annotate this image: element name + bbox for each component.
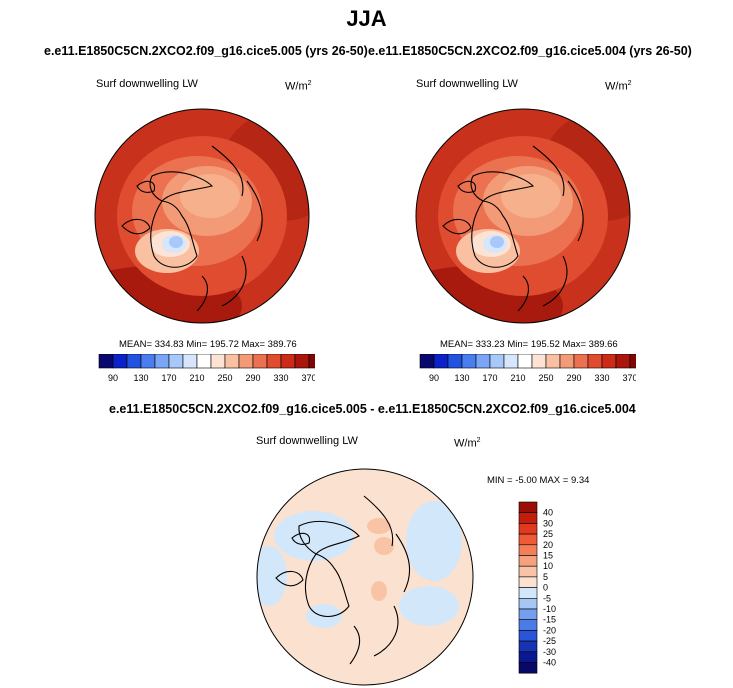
diff-colorbar-tick-label: -30 — [543, 647, 556, 657]
diff-polar-map — [256, 468, 474, 686]
left-unit-label: W/m2 — [285, 80, 312, 93]
right-colorbar-swatch — [475, 354, 491, 369]
right-colorbar-swatch — [601, 354, 617, 369]
left-colorbar-swatch — [280, 354, 296, 369]
main-title: JJA — [346, 6, 387, 31]
diff-unit-label: W/m2 — [454, 437, 481, 450]
diff-colorbar-swatch — [518, 576, 538, 588]
diff-colorbar-tick-label: -40 — [543, 658, 556, 668]
left-colorbar-tick-label: 250 — [217, 373, 232, 383]
right-colorbar-swatch — [545, 354, 561, 369]
left-colorbar-tick-label: 90 — [108, 373, 118, 383]
diff-variable-label: Surf downwelling LW — [256, 435, 358, 447]
left-colorbar-swatch — [112, 354, 128, 369]
diff-colorbar-swatch — [518, 640, 538, 653]
right-colorbar-tick-label: 370 — [622, 373, 636, 383]
diff-colorbar-swatch — [518, 619, 538, 631]
left-colorbar-swatch — [126, 354, 142, 369]
diff-colorbar-swatch — [518, 598, 538, 610]
diff-colorbar-tick-label: 5 — [543, 572, 548, 582]
diff-colorbar-swatch — [518, 533, 538, 546]
right-colorbar-swatch — [531, 354, 547, 369]
diff-colorbar-tick-label: 25 — [543, 529, 553, 539]
diff-colorbar-tick-label: 40 — [543, 508, 553, 518]
right-colorbar-swatch — [573, 354, 589, 369]
diff-colorbar-tick-label: -25 — [543, 636, 556, 646]
diff-colorbar-tick-label: -5 — [543, 593, 551, 603]
left-colorbar-swatch — [210, 354, 226, 369]
right-colorbar-swatch — [629, 354, 636, 369]
left-colorbar-tick-label: 130 — [133, 373, 148, 383]
right-colorbar-swatch — [615, 354, 631, 369]
left-colorbar-tick-label: 170 — [161, 373, 176, 383]
diff-colorbar-swatch — [518, 630, 538, 642]
diff-title: e.e11.E1850C5CN.2XCO2.f09_g16.cice5.005 … — [109, 402, 636, 416]
diff-colorbar-swatch — [518, 587, 538, 599]
left-colorbar-tick-label: 290 — [245, 373, 260, 383]
diff-colorbar-tick-label: 0 — [543, 583, 548, 593]
diff-colorbar-tick-label: 20 — [543, 540, 553, 550]
left-colorbar-swatch — [140, 354, 156, 369]
left-colorbar-tick-label: 210 — [189, 373, 204, 383]
left-colorbar-swatch — [238, 354, 254, 369]
diff-colorbar-swatch — [518, 501, 538, 513]
diff-colorbar-swatch — [518, 544, 538, 556]
left-colorbar-tick-label: 330 — [273, 373, 288, 383]
left-colorbar-swatch — [266, 354, 282, 369]
right-colorbar-tick-label: 250 — [538, 373, 553, 383]
right-colorbar-swatch — [489, 354, 505, 369]
diff-colorbar-swatch — [518, 608, 538, 620]
right-colorbar-swatch — [461, 354, 477, 369]
diff-colorbar-swatch — [518, 651, 538, 663]
left-colorbar-swatch — [252, 354, 268, 369]
right-stats: MEAN= 333.23 Min= 195.52 Max= 389.66 — [440, 339, 618, 350]
right-colorbar-swatch — [433, 354, 449, 369]
right-colorbar-swatch — [559, 354, 575, 369]
right-colorbar-tick-label: 90 — [429, 373, 439, 383]
diff-stats: MIN = -5.00 MAX = 9.34 — [487, 475, 590, 486]
diff-colorbar-swatch — [518, 565, 538, 578]
right-colorbar-swatch — [587, 354, 603, 369]
diff-colorbar-tick-label: -20 — [543, 625, 556, 635]
left-variable-label: Surf downwelling LW — [96, 78, 198, 90]
right-polar-map — [415, 108, 631, 324]
right-panel-case-title: e.e11.E1850C5CN.2XCO2.f09_g16.cice5.004 … — [368, 44, 692, 58]
left-colorbar: 90 130 170 210 250 290 330 370 — [98, 354, 315, 383]
diff-colorbar-tick-label: 10 — [543, 561, 553, 571]
right-colorbar-swatch — [517, 354, 533, 369]
diff-colorbar-tick-label: -15 — [543, 615, 556, 625]
diff-colorbar-swatch — [518, 512, 538, 524]
diff-colorbar-tick-label: 30 — [543, 518, 553, 528]
left-colorbar-swatch — [98, 354, 114, 369]
left-colorbar-swatch — [294, 354, 310, 369]
left-panel-case-title: e.e11.E1850C5CN.2XCO2.f09_g16.cice5.005 … — [44, 44, 368, 58]
left-colorbar-swatch — [154, 354, 170, 369]
right-colorbar-tick-label: 170 — [482, 373, 497, 383]
left-colorbar-swatch — [182, 354, 198, 369]
right-colorbar-tick-label: 130 — [454, 373, 469, 383]
right-colorbar: 90 130 170 210 250 290 330 370 — [419, 354, 636, 383]
right-unit-label: W/m2 — [605, 80, 632, 93]
left-colorbar-swatch — [168, 354, 184, 369]
right-variable-label: Surf downwelling LW — [416, 78, 518, 90]
diff-colorbar-swatch — [518, 523, 538, 535]
left-colorbar-swatch — [224, 354, 240, 369]
left-colorbar-swatch — [196, 354, 212, 369]
left-colorbar-swatch — [308, 354, 315, 369]
left-stats: MEAN= 334.83 Min= 195.72 Max= 389.76 — [119, 339, 297, 350]
right-colorbar-tick-label: 210 — [510, 373, 525, 383]
left-polar-map — [94, 108, 310, 324]
right-colorbar-tick-label: 290 — [566, 373, 581, 383]
diff-colorbar-tick-label: -10 — [543, 604, 556, 614]
diff-colorbar-swatch — [518, 662, 538, 674]
diff-colorbar-tick-label: 15 — [543, 551, 553, 561]
right-colorbar-swatch — [419, 354, 435, 369]
right-colorbar-swatch — [447, 354, 463, 369]
right-colorbar-swatch — [503, 354, 519, 369]
diff-colorbar-swatch — [518, 555, 538, 567]
left-colorbar-tick-label: 370 — [301, 373, 315, 383]
right-colorbar-tick-label: 330 — [594, 373, 609, 383]
